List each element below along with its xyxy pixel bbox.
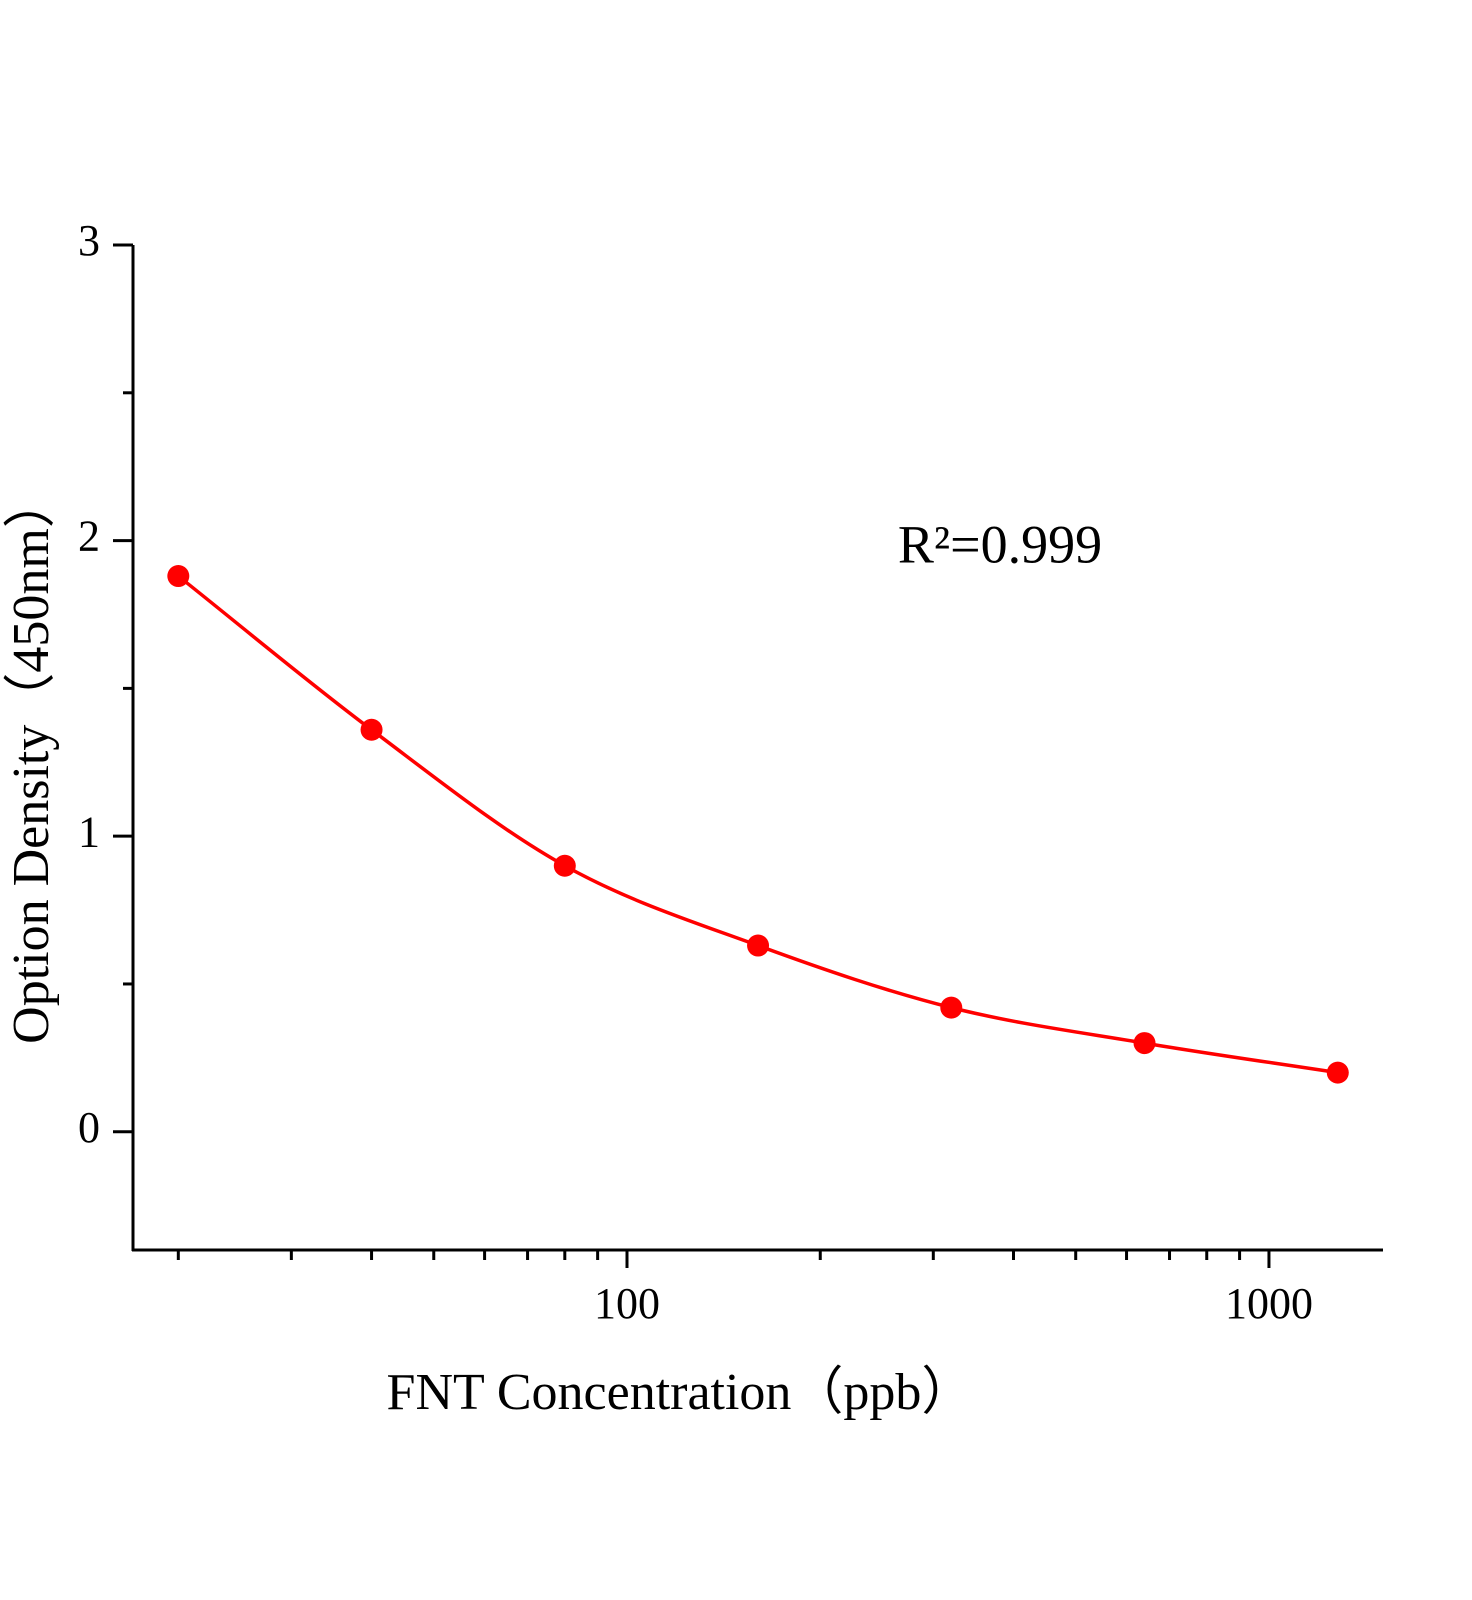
y-tick-label: 1 <box>78 807 100 856</box>
data-point <box>1133 1032 1156 1055</box>
y-tick-label: 3 <box>78 216 100 265</box>
annotation: R²=0.999 <box>898 514 1102 574</box>
y-tick-label: 0 <box>78 1103 100 1152</box>
data-point <box>940 996 963 1019</box>
data-point <box>360 718 383 741</box>
data-point <box>553 854 576 877</box>
x-axis-title: FNT Concentration（ppb） <box>387 1364 974 1421</box>
data-point <box>167 565 190 588</box>
y-tick-label: 2 <box>78 512 100 561</box>
x-tick-label: 1000 <box>1225 1279 1313 1328</box>
x-tick-label: 100 <box>594 1279 660 1328</box>
data-point <box>1326 1061 1349 1084</box>
data-point <box>747 934 770 957</box>
y-axis-title: Option Density（450nm） <box>3 476 60 1044</box>
